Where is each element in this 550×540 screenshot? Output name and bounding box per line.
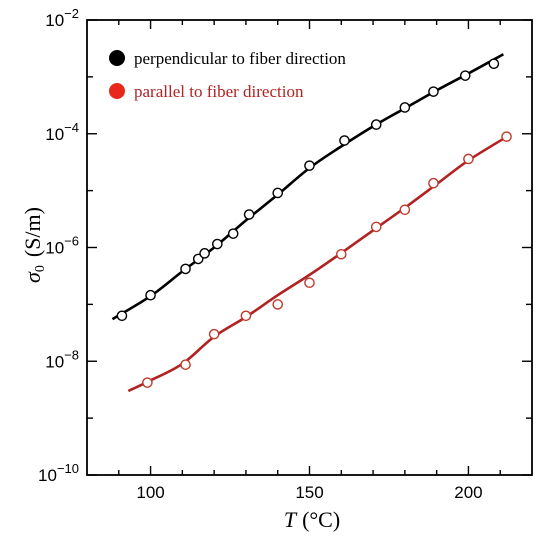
data-point-series-0: [243, 209, 255, 220]
data-point-series-1: [463, 153, 474, 165]
data-point-series-0: [459, 70, 471, 81]
data-point-series-1: [240, 310, 252, 322]
data-point-series-0: [339, 135, 350, 146]
data-point-series-0: [116, 310, 128, 322]
x-tick-label: 150: [295, 483, 323, 502]
data-point-series-0: [304, 160, 315, 171]
data-point-series-1: [399, 204, 411, 216]
axis-ticks: [87, 19, 532, 476]
y-axis-subscript: 0: [33, 265, 48, 272]
legend-marker-parallel: [109, 83, 125, 99]
y-tick-label: 10−4: [45, 120, 79, 144]
data-point-series-0: [145, 289, 156, 301]
fit-line-series-1: [127, 133, 511, 393]
legend-marker-perpendicular: [109, 50, 125, 66]
tick-labels: 100 150 200 10−10 10−8 10−6 10−4 10−2: [38, 6, 483, 502]
y-axis-symbol: σ: [20, 271, 45, 283]
data-point-series-0: [180, 263, 191, 275]
x-axis-symbol: T: [284, 507, 298, 532]
y-tick-label: 10−8: [45, 347, 79, 371]
legend: perpendicular to fiber direction paralle…: [109, 49, 346, 101]
legend-label-perpendicular: perpendicular to fiber direction: [134, 49, 346, 68]
data-point-series-1: [335, 248, 347, 260]
data-point-series-1: [272, 299, 284, 310]
data-point-series-1: [304, 277, 315, 289]
data-point-series-0: [399, 102, 411, 113]
legend-label-parallel: parallel to fiber direction: [134, 82, 304, 101]
markers: [116, 58, 512, 388]
fit-lines: [111, 53, 511, 393]
data-point-series-1: [501, 131, 512, 142]
y-axis-label: σ0 (S/m): [20, 207, 48, 283]
data-point-series-1: [208, 328, 220, 340]
data-point-series-1: [428, 177, 439, 189]
data-point-series-1: [142, 377, 153, 388]
x-tick-label: 100: [136, 483, 164, 502]
data-point-series-0: [272, 187, 284, 199]
data-point-series-0: [227, 228, 239, 239]
data-point-series-0: [199, 248, 210, 259]
data-point-series-1: [180, 359, 191, 370]
data-point-series-0: [488, 58, 500, 70]
data-point-series-1: [370, 221, 382, 233]
data-point-series-0: [212, 238, 223, 250]
x-axis-label: T (°C): [284, 507, 340, 532]
y-tick-label: 10−10: [38, 461, 79, 485]
y-axis-unit: (S/m): [20, 207, 45, 257]
y-tick-label: 10−6: [45, 234, 79, 258]
x-tick-label: 200: [454, 483, 482, 502]
data-point-series-0: [428, 86, 439, 97]
y-tick-label: 10−2: [45, 6, 79, 30]
data-point-series-0: [370, 119, 382, 130]
x-axis-unit: (°C): [302, 507, 340, 532]
